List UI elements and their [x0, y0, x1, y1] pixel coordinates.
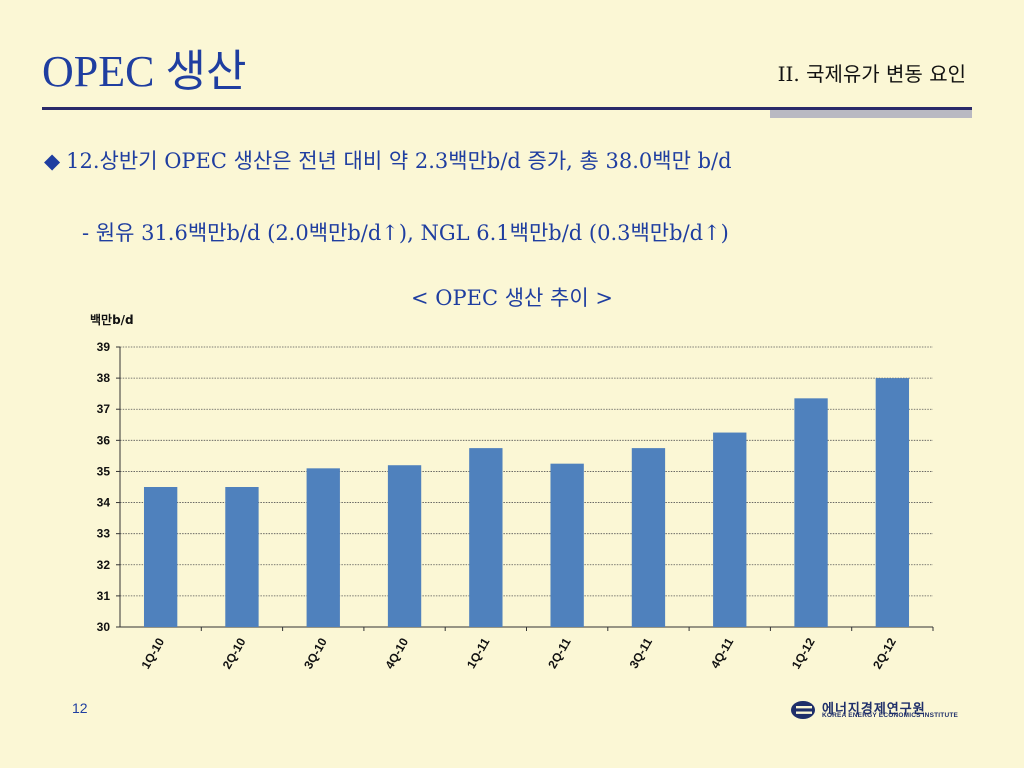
x-tick-label: 2Q-10 — [220, 635, 249, 671]
bar — [225, 487, 259, 627]
bar — [469, 448, 503, 627]
y-tick-label: 34 — [97, 496, 111, 510]
logo-english-text: KOREA ENERGY ECONOMICS INSTITUTE — [822, 712, 959, 719]
logo-korean-text: 에너지경제연구원 — [822, 702, 926, 717]
x-tick-label: 1Q-12 — [789, 635, 818, 671]
y-tick-label: 33 — [97, 527, 111, 541]
y-tick-label: 36 — [97, 433, 111, 447]
y-axis-unit-label: 백만b/d — [90, 312, 134, 327]
x-tick-label: 2Q-11 — [545, 635, 574, 671]
y-tick-label: 31 — [97, 589, 111, 603]
y-tick-label: 35 — [97, 464, 111, 478]
section-title: II. 국제유가 변동 요인 — [777, 62, 966, 86]
bullet-point: ◆ 12.상반기 OPEC 생산은 전년 대비 약 2.3백만b/d 증가, 총 … — [44, 146, 964, 177]
x-tick-label: 1Q-11 — [464, 635, 493, 671]
chart-title: < OPEC 생산 추이 > — [411, 286, 613, 310]
bar — [550, 463, 584, 627]
x-tick-label: 1Q-10 — [138, 635, 167, 671]
x-tick-label: 2Q-12 — [870, 635, 899, 671]
y-tick-label: 39 — [97, 340, 111, 354]
bar — [387, 465, 422, 627]
x-tick-label: 4Q-11 — [708, 635, 737, 671]
bar — [875, 378, 910, 627]
bar — [143, 487, 178, 627]
diamond-bullet-icon: ◆ — [44, 149, 61, 173]
title-divider-accent — [770, 110, 972, 118]
y-tick-label: 37 — [97, 402, 111, 416]
institute-logo: 에너지경제연구원 KOREA ENERGY ECONOMICS INSTITUT… — [790, 700, 990, 722]
bar — [306, 468, 340, 627]
y-tick-label: 30 — [97, 620, 111, 634]
sub-bullet-text: - 원유 31.6백만b/d (2.0백만b/d↑), NGL 6.1백만b/d… — [82, 221, 729, 245]
title-divider — [42, 107, 972, 110]
y-tick-label: 38 — [97, 371, 111, 385]
x-tick-label: 3Q-11 — [627, 635, 656, 671]
bar — [794, 398, 828, 627]
y-tick-label: 32 — [97, 558, 111, 572]
keei-logo-icon — [791, 701, 815, 719]
bar — [631, 448, 666, 627]
x-tick-label: 3Q-10 — [301, 635, 330, 671]
slide-title: OPEC 생산 — [42, 47, 247, 96]
bullet-text: 12.상반기 OPEC 생산은 전년 대비 약 2.3백만b/d 증가, 총 3… — [66, 149, 732, 173]
bar — [713, 432, 747, 627]
x-tick-label: 4Q-10 — [382, 635, 411, 671]
page-number: 12 — [72, 700, 88, 716]
